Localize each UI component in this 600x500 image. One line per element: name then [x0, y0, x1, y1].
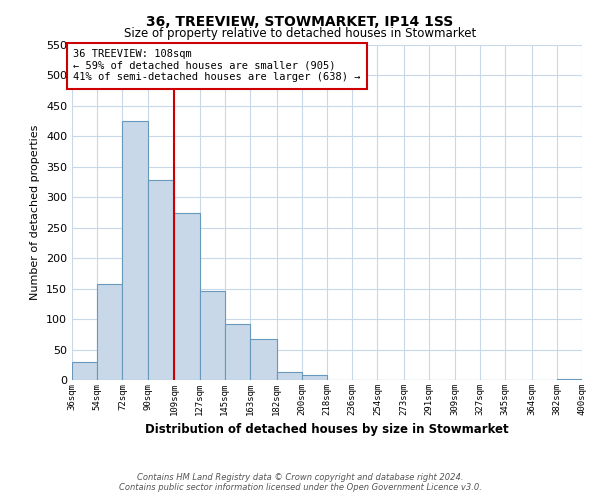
Bar — [122, 121, 148, 380]
Text: Size of property relative to detached houses in Stowmarket: Size of property relative to detached ho… — [124, 28, 476, 40]
Text: 36 TREEVIEW: 108sqm
← 59% of detached houses are smaller (905)
41% of semi-detac: 36 TREEVIEW: 108sqm ← 59% of detached ho… — [73, 50, 361, 82]
Bar — [302, 375, 327, 380]
Bar — [174, 213, 200, 380]
Bar — [250, 338, 277, 380]
Bar — [72, 362, 97, 380]
Bar — [97, 284, 122, 380]
Text: 36, TREEVIEW, STOWMARKET, IP14 1SS: 36, TREEVIEW, STOWMARKET, IP14 1SS — [146, 15, 454, 29]
Text: Contains HM Land Registry data © Crown copyright and database right 2024.
Contai: Contains HM Land Registry data © Crown c… — [119, 473, 481, 492]
Bar — [200, 291, 225, 380]
Y-axis label: Number of detached properties: Number of detached properties — [31, 125, 40, 300]
Bar — [225, 324, 250, 380]
X-axis label: Distribution of detached houses by size in Stowmarket: Distribution of detached houses by size … — [145, 424, 509, 436]
Bar — [148, 180, 174, 380]
Bar — [277, 372, 302, 380]
